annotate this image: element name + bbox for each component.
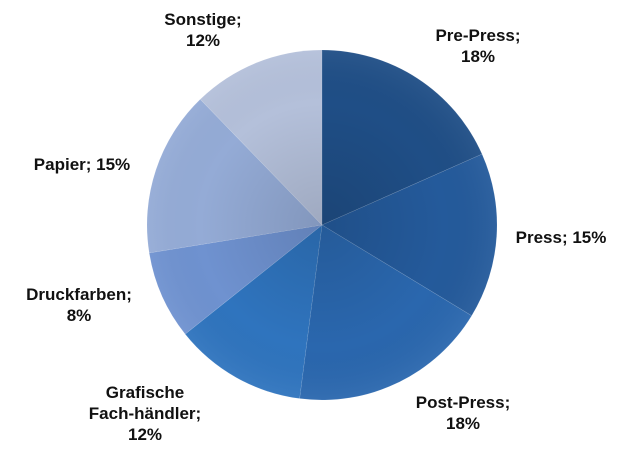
data-label-line: 12% [128,425,162,444]
data-label-line: 8% [67,306,92,325]
data-label-line: Druckfarben; [26,285,132,304]
data-label-line: Pre-Press; [435,26,520,45]
data-label-druckfarben: Druckfarben; 8% [26,285,132,325]
data-label-post-press: Post-Press; 18% [416,393,510,433]
data-label-papier: Papier; 15% [34,155,130,174]
data-label-line: Sonstige; [164,10,241,29]
data-label-grafische-fach-händler: Grafische Fach-händler; 12% [89,383,201,444]
data-label-line: 12% [186,31,220,50]
data-label-sonstige: Sonstige; 12% [164,10,241,50]
data-label-line: Grafische [106,383,184,402]
data-label-line: Papier; 15% [34,155,130,174]
slice-labels: Pre-Press; 18% Press; 15% Post-Press; 18% Gra… [26,10,606,444]
data-label-press: Press; 15% [516,228,607,247]
pie-slices [146,49,498,401]
data-label-line: 18% [446,414,480,433]
data-label-line: Press; 15% [516,228,607,247]
data-label-pre-press: Pre-Press; 18% [435,26,520,66]
data-label-line: Fach-händler; [89,404,201,423]
data-label-line: 18% [461,47,495,66]
data-label-line: Post-Press; [416,393,510,412]
